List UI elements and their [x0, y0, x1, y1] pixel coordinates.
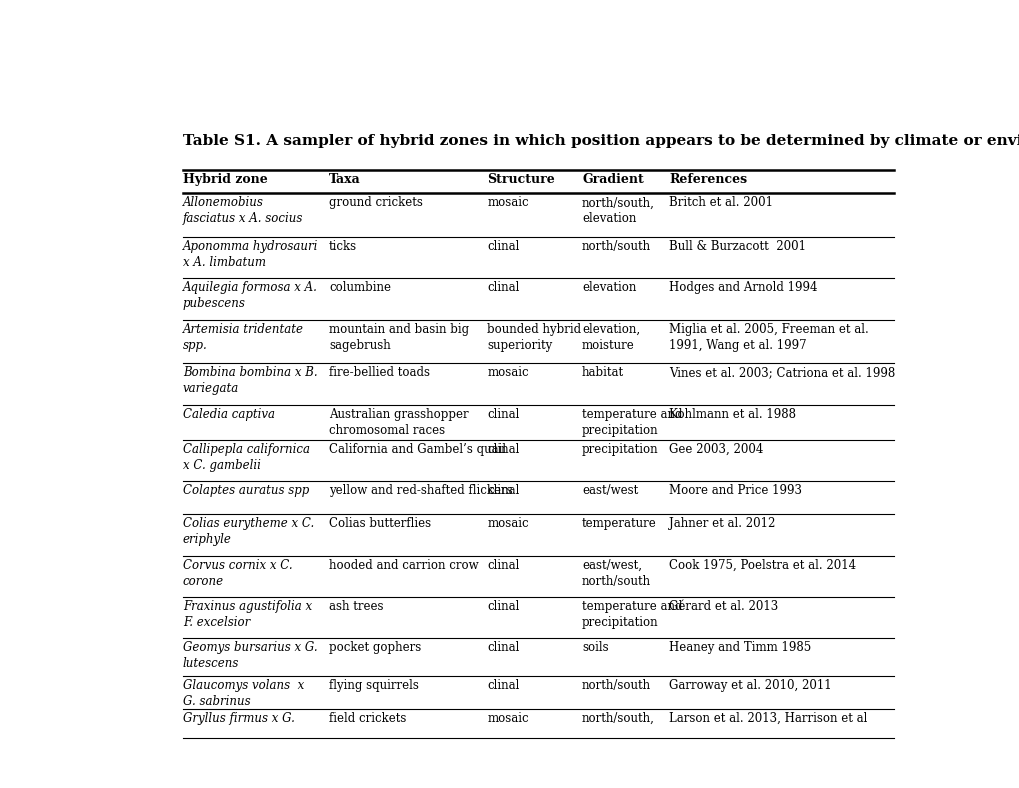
Text: Cook 1975, Poelstra et al. 2014: Cook 1975, Poelstra et al. 2014	[668, 559, 855, 572]
Text: Allonemobius
fasciatus x A. socius: Allonemobius fasciatus x A. socius	[182, 196, 303, 225]
Text: Bull & Burzacott  2001: Bull & Burzacott 2001	[668, 240, 805, 253]
Text: east/west: east/west	[582, 484, 638, 497]
Text: Aquilegia formosa x A.
pubescens: Aquilegia formosa x A. pubescens	[182, 281, 317, 310]
Text: clinal: clinal	[487, 641, 519, 654]
Text: Geomys bursarius x G.
lutescens: Geomys bursarius x G. lutescens	[182, 641, 317, 671]
Text: columbine: columbine	[329, 281, 390, 295]
Text: Gee 2003, 2004: Gee 2003, 2004	[668, 443, 762, 455]
Text: References: References	[668, 173, 746, 187]
Text: Caledia captiva: Caledia captiva	[182, 407, 274, 421]
Text: California and Gambel’s quail: California and Gambel’s quail	[329, 443, 505, 455]
Text: clinal: clinal	[487, 443, 519, 455]
Text: clinal: clinal	[487, 559, 519, 572]
Text: mosaic: mosaic	[487, 196, 528, 210]
Text: ticks: ticks	[329, 240, 357, 253]
Text: Colaptes auratus spp: Colaptes auratus spp	[182, 484, 309, 497]
Text: clinal: clinal	[487, 407, 519, 421]
Text: clinal: clinal	[487, 281, 519, 295]
Text: field crickets: field crickets	[329, 712, 406, 725]
Text: Glaucomys volans  x
G. sabrinus: Glaucomys volans x G. sabrinus	[182, 679, 304, 708]
Text: elevation,
moisture: elevation, moisture	[582, 323, 640, 351]
Text: soils: soils	[582, 641, 608, 654]
Text: precipitation: precipitation	[582, 443, 658, 455]
Text: Miglia et al. 2005, Freeman et al.
1991, Wang et al. 1997: Miglia et al. 2005, Freeman et al. 1991,…	[668, 323, 868, 351]
Text: east/west,
north/south: east/west, north/south	[582, 559, 650, 588]
Text: habitat: habitat	[582, 366, 624, 379]
Text: Corvus cornix x C.
corone: Corvus cornix x C. corone	[182, 559, 292, 588]
Text: Colias eurytheme x C.
eriphyle: Colias eurytheme x C. eriphyle	[182, 518, 314, 546]
Text: Moore and Price 1993: Moore and Price 1993	[668, 484, 801, 497]
Text: pocket gophers: pocket gophers	[329, 641, 421, 654]
Text: Kohlmann et al. 1988: Kohlmann et al. 1988	[668, 407, 795, 421]
Text: clinal: clinal	[487, 679, 519, 692]
Text: Fraxinus agustifolia x
F. excelsior: Fraxinus agustifolia x F. excelsior	[182, 600, 312, 629]
Text: fire-bellied toads: fire-bellied toads	[329, 366, 430, 379]
Text: Artemisia tridentate
spp.: Artemisia tridentate spp.	[182, 323, 304, 351]
Text: mosaic: mosaic	[487, 366, 528, 379]
Text: clinal: clinal	[487, 240, 519, 253]
Text: temperature and
precipitation: temperature and precipitation	[582, 600, 682, 629]
Text: Garroway et al. 2010, 2011: Garroway et al. 2010, 2011	[668, 679, 830, 692]
Text: Britch et al. 2001: Britch et al. 2001	[668, 196, 772, 210]
Text: mosaic: mosaic	[487, 518, 528, 530]
Text: Table S1. A sampler of hybrid zones in which position appears to be determined b: Table S1. A sampler of hybrid zones in w…	[182, 134, 1019, 148]
Text: Gryllus firmus x G.: Gryllus firmus x G.	[182, 712, 294, 725]
Text: Hybrid zone: Hybrid zone	[182, 173, 267, 187]
Text: Callipepla californica
x C. gambelii: Callipepla californica x C. gambelii	[182, 443, 310, 472]
Text: clinal: clinal	[487, 484, 519, 497]
Text: Heaney and Timm 1985: Heaney and Timm 1985	[668, 641, 810, 654]
Text: Australian grasshopper
chromosomal races: Australian grasshopper chromosomal races	[329, 407, 469, 437]
Text: hooded and carrion crow: hooded and carrion crow	[329, 559, 478, 572]
Text: north/south,
elevation: north/south, elevation	[582, 196, 654, 225]
Text: Vines et al. 2003; Catriona et al. 1998: Vines et al. 2003; Catriona et al. 1998	[668, 366, 895, 379]
Text: bounded hybrid
superiority: bounded hybrid superiority	[487, 323, 581, 351]
Text: Gradient: Gradient	[582, 173, 643, 187]
Text: Hodges and Arnold 1994: Hodges and Arnold 1994	[668, 281, 816, 295]
Text: temperature: temperature	[582, 518, 656, 530]
Text: flying squirrels: flying squirrels	[329, 679, 419, 692]
Text: Larson et al. 2013, Harrison et al: Larson et al. 2013, Harrison et al	[668, 712, 866, 725]
Text: yellow and red-shafted flickers: yellow and red-shafted flickers	[329, 484, 513, 497]
Text: Taxa: Taxa	[329, 173, 361, 187]
Text: north/south,: north/south,	[582, 712, 654, 725]
Text: Structure: Structure	[487, 173, 554, 187]
Text: clinal: clinal	[487, 600, 519, 613]
Text: north/south: north/south	[582, 240, 650, 253]
Text: temperature and
precipitation: temperature and precipitation	[582, 407, 682, 437]
Text: Bombina bombina x B.
variegata: Bombina bombina x B. variegata	[182, 366, 317, 396]
Text: ash trees: ash trees	[329, 600, 383, 613]
Text: Aponomma hydrosauri
x A. limbatum: Aponomma hydrosauri x A. limbatum	[182, 240, 318, 269]
Text: ground crickets: ground crickets	[329, 196, 423, 210]
Text: north/south: north/south	[582, 679, 650, 692]
Text: mountain and basin big
sagebrush: mountain and basin big sagebrush	[329, 323, 469, 351]
Text: mosaic: mosaic	[487, 712, 528, 725]
Text: Colias butterflies: Colias butterflies	[329, 518, 431, 530]
Text: elevation: elevation	[582, 281, 636, 295]
Text: Jahner et al. 2012: Jahner et al. 2012	[668, 518, 774, 530]
Text: Gérard et al. 2013: Gérard et al. 2013	[668, 600, 777, 613]
